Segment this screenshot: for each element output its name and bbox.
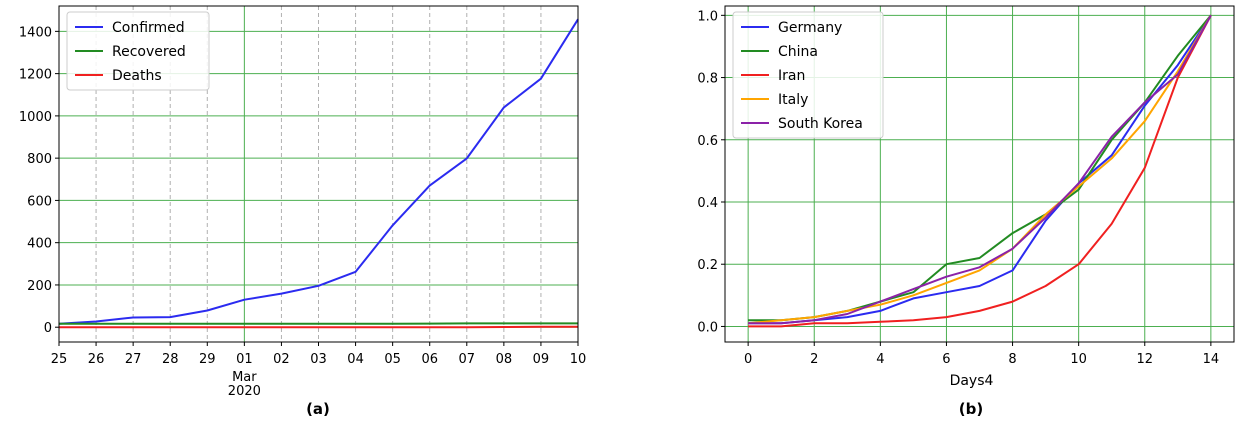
x-tick-label: 0 — [744, 352, 752, 367]
x-tick-label: 10 — [1070, 352, 1087, 367]
legend-label: Recovered — [112, 44, 186, 60]
y-tick-label: 0.0 — [697, 320, 718, 335]
y-tick-label: 1.0 — [697, 9, 718, 24]
x-tick-label: 29 — [199, 352, 216, 367]
series-line-confirmed — [58, 18, 579, 325]
series-line-south-korea — [748, 14, 1212, 325]
x-tick-label: 4 — [876, 352, 884, 367]
series-line-iran — [748, 14, 1212, 328]
x-tick-label: 27 — [125, 352, 142, 367]
x-tick-label: 05 — [384, 352, 401, 367]
x-tick-label: 04 — [347, 352, 364, 367]
legend-label: Iran — [778, 68, 805, 84]
y-tick-label: 1400 — [19, 25, 52, 40]
x-tick-label: 12 — [1136, 352, 1153, 367]
legend: Confirmed Recovered Deaths — [66, 11, 210, 91]
x-sublabel: 2020 — [228, 384, 261, 399]
series-line-italy — [748, 14, 1212, 325]
x-tick-label: 14 — [1203, 352, 1220, 367]
x-tick-label: 07 — [459, 352, 476, 367]
y-tick-label: 800 — [27, 152, 52, 167]
x-sublabel: Mar — [232, 370, 257, 385]
y-tick-label: 0.6 — [697, 134, 718, 149]
x-tick-label: 03 — [310, 352, 327, 367]
legend-label: Germany — [778, 20, 842, 36]
legend-label: China — [778, 44, 818, 60]
x-tick-label: 8 — [1008, 352, 1016, 367]
plot-frame — [724, 5, 1235, 343]
series-line-germany — [748, 14, 1212, 325]
y-tick-label: 0.8 — [697, 72, 718, 87]
x-tick-label: 01 — [236, 352, 253, 367]
x-tick-label: 26 — [88, 352, 105, 367]
x-tick-label: 25 — [51, 352, 68, 367]
y-tick-label: 1000 — [19, 110, 52, 125]
legend-label: Deaths — [112, 68, 162, 84]
x-tick-label: 09 — [533, 352, 550, 367]
legend-box — [66, 11, 210, 91]
chart-0: 0 200 400 600 800 1000 1200 1400 25 26 27 28 29 01 02 0… — [19, 5, 587, 418]
legend: Germany China Iran Italy South Korea — [732, 11, 884, 139]
y-tick-label: 0.2 — [697, 258, 718, 273]
y-tick-label: 600 — [27, 194, 52, 209]
x-axis-title: Days4 — [950, 373, 994, 389]
chart-1: 0.0 0.2 0.4 0.6 0.8 1.0 0 2 4 6 8 10 12 14 Days4 German… — [697, 5, 1235, 418]
y-tick-label: 200 — [27, 279, 52, 294]
y-tick-label: 0.4 — [697, 196, 718, 211]
y-tick-label: 0 — [44, 321, 52, 336]
x-tick-label: 08 — [496, 352, 513, 367]
x-tick-label: 6 — [942, 352, 950, 367]
x-tick-label: 2 — [810, 352, 818, 367]
legend-label: Italy — [778, 92, 808, 108]
y-tick-label: 400 — [27, 237, 52, 252]
x-tick-label: 06 — [421, 352, 438, 367]
x-tick-label: 28 — [162, 352, 179, 367]
y-tick-label: 1200 — [19, 68, 52, 83]
legend-label: South Korea — [778, 116, 863, 132]
legend-box — [732, 11, 884, 139]
x-tick-label: 10 — [570, 352, 587, 367]
panel-caption: (a) — [306, 400, 330, 418]
panel-caption: (b) — [959, 400, 983, 418]
legend-label: Confirmed — [112, 20, 185, 36]
x-tick-label: 02 — [273, 352, 290, 367]
